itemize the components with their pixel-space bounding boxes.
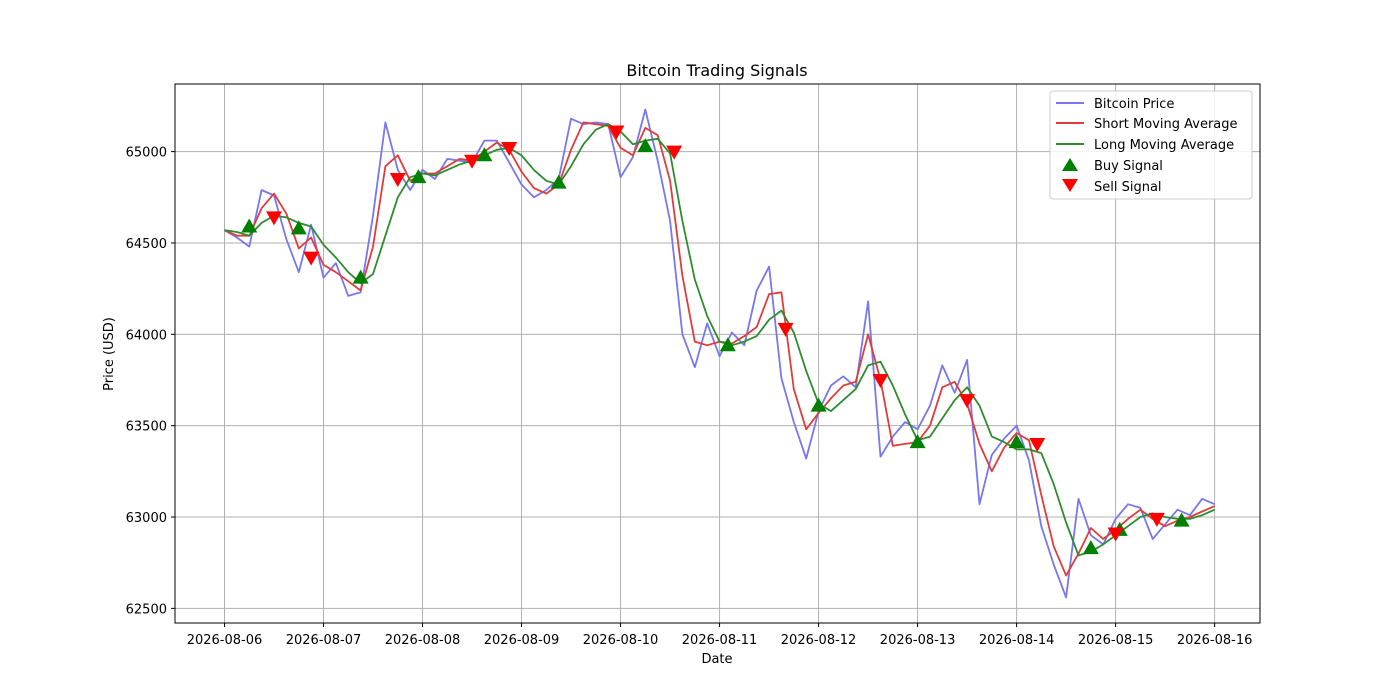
legend-label-buy: Buy Signal [1094, 159, 1163, 174]
sell-signal-marker [266, 211, 283, 226]
legend-label-short-ma: Short Moving Average [1094, 117, 1238, 132]
y-tick-label: 62500 [126, 602, 167, 617]
buy-signal-marker [410, 169, 427, 184]
buy-signal-marker [1008, 434, 1025, 449]
chart-title: Bitcoin Trading Signals [626, 61, 807, 80]
buy-signal-marker [550, 174, 567, 189]
legend: Bitcoin Price Short Moving Average Long … [1049, 90, 1253, 200]
x-tick-label: 2026-08-12 [781, 633, 857, 648]
x-tick-label: 2026-08-16 [1177, 633, 1253, 648]
buy-signal-marker [352, 269, 369, 284]
sell-signal-marker [608, 125, 625, 140]
series-layer [224, 108, 1215, 599]
buy-signal-marker [241, 218, 258, 233]
sell-signal-marker [666, 145, 683, 160]
y-tick-label: 64000 [126, 328, 167, 343]
buy-signal-marker [290, 220, 307, 235]
x-tick-label: 2026-08-15 [1078, 633, 1154, 648]
y-tick-label: 64500 [126, 237, 167, 252]
legend-label-price: Bitcoin Price [1094, 97, 1174, 112]
legend-swatch-buy [1062, 158, 1078, 171]
sell-signal-marker [464, 154, 481, 169]
legend-swatch-sell [1062, 179, 1078, 192]
sell-signal-marker [872, 373, 889, 388]
sell-signal-marker [1029, 437, 1046, 452]
legend-label-long-ma: Long Moving Average [1094, 138, 1234, 153]
x-tick-label: 2026-08-09 [484, 633, 560, 648]
y-axis-label: Price (USD) [102, 317, 117, 391]
x-tick-label: 2026-08-11 [682, 633, 758, 648]
x-tick-label: 2026-08-14 [979, 633, 1055, 648]
sell-signal-marker [959, 394, 976, 409]
sell-signal-marker [303, 251, 320, 266]
y-tick-label: 63500 [126, 420, 167, 435]
x-tick-label: 2026-08-07 [286, 633, 362, 648]
sell-signal-marker [1107, 527, 1124, 542]
sell-signal-marker [389, 173, 406, 188]
buy-signal-marker [909, 434, 926, 449]
x-tick-label: 2026-08-08 [385, 633, 461, 648]
series-line-long-ma [224, 123, 1215, 557]
buy-signal-marker [1082, 540, 1099, 555]
legend-box [1049, 90, 1253, 200]
x-tick-label: 2026-08-13 [880, 633, 956, 648]
x-axis: 2026-08-06 2026-08-07 2026-08-08 2026-08-09… [187, 623, 1253, 648]
sell-signal-marker [1148, 512, 1165, 527]
buy-signal-marker [476, 147, 493, 162]
y-axis: 62500 63000 63500 64000 64500 65000 [126, 146, 175, 617]
x-tick-label: 2026-08-06 [187, 633, 263, 648]
plot-frame [174, 83, 1261, 624]
x-tick-label: 2026-08-10 [583, 633, 659, 648]
x-axis-label: Date [701, 652, 732, 667]
legend-label-sell: Sell Signal [1094, 180, 1162, 195]
buy-signal-marker [637, 138, 654, 153]
y-tick-label: 65000 [126, 146, 167, 161]
series-line-price [224, 108, 1215, 599]
buy-signal-marker [810, 397, 827, 412]
buy-signal-marker [1173, 512, 1190, 527]
sell-signal-marker [501, 141, 518, 156]
signal-markers [241, 125, 1190, 555]
buy-signal-marker [719, 337, 736, 352]
y-tick-label: 63000 [126, 511, 167, 526]
sell-signal-marker [777, 322, 794, 337]
